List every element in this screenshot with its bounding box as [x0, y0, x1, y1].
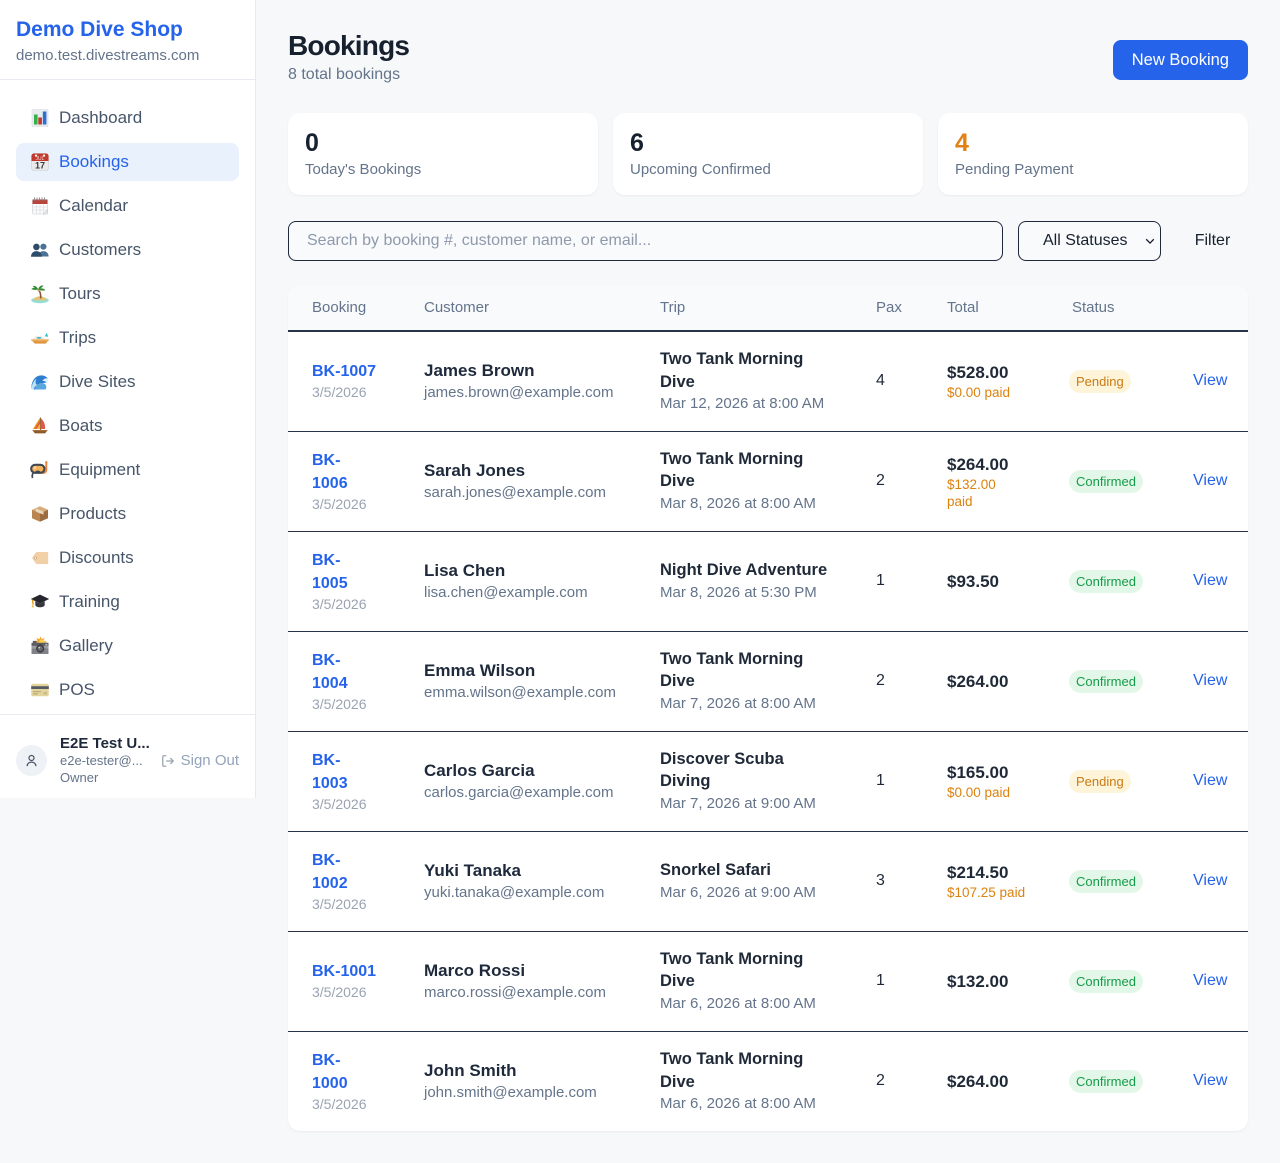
svg-text:17: 17 — [35, 160, 45, 170]
svg-text:JUL: JUL — [36, 156, 45, 162]
